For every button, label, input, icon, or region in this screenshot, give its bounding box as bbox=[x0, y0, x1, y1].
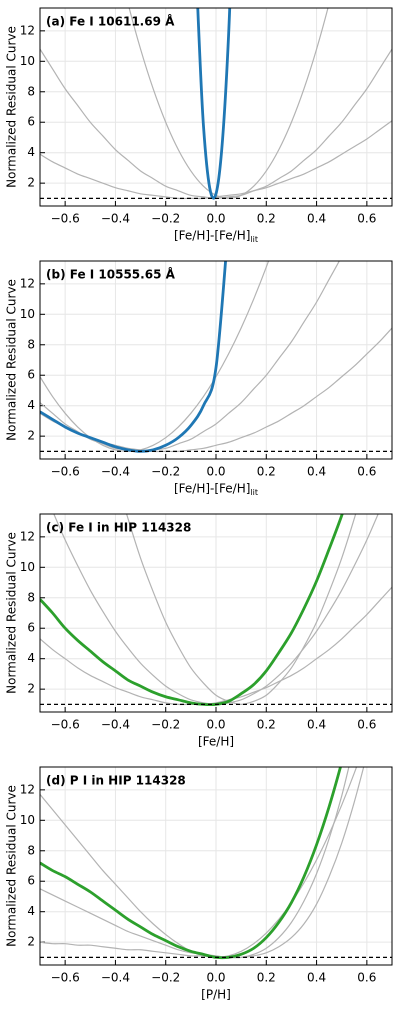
x-axis-label: [Fe/H]-[Fe/H]lit bbox=[174, 229, 258, 244]
y-axis-label: Normalized Residual Curve bbox=[5, 279, 19, 441]
y-tick-label: 4 bbox=[27, 145, 35, 159]
x-tick-label: −0.4 bbox=[101, 718, 130, 732]
y-tick-label: 8 bbox=[27, 337, 35, 351]
y-tick-label: 2 bbox=[27, 429, 35, 443]
x-tick-label: −0.4 bbox=[101, 971, 130, 985]
x-tick-label: 0.6 bbox=[357, 465, 376, 479]
x-tick-label: −0.6 bbox=[51, 971, 80, 985]
y-tick-label: 4 bbox=[27, 398, 35, 412]
curve bbox=[40, 767, 365, 959]
y-axis-label: Normalized Residual Curve bbox=[5, 785, 19, 947]
x-tick-label: 0.6 bbox=[357, 718, 376, 732]
curve bbox=[40, 767, 358, 958]
x-tick-label: 0.0 bbox=[206, 718, 225, 732]
curve bbox=[40, 586, 392, 706]
x-tick-label: 0.0 bbox=[206, 971, 225, 985]
y-tick-label: 8 bbox=[27, 843, 35, 857]
plot-frame bbox=[39, 260, 393, 460]
x-tick-label: −0.4 bbox=[101, 212, 130, 226]
curve bbox=[40, 261, 270, 452]
panel-title: (a) Fe I 10611.69 Å bbox=[46, 14, 175, 29]
curve bbox=[40, 514, 344, 707]
x-axis-label-sub: lit bbox=[250, 488, 258, 497]
y-tick-label: 12 bbox=[20, 529, 35, 543]
y-tick-label: 8 bbox=[27, 84, 35, 98]
x-tick-label: 0.0 bbox=[206, 212, 225, 226]
x-axis-label: [Fe/H] bbox=[198, 735, 234, 749]
x-tick-label: −0.2 bbox=[151, 465, 180, 479]
x-tick-label: 0.2 bbox=[257, 971, 276, 985]
x-tick-label: −0.2 bbox=[151, 212, 180, 226]
y-tick-label: 10 bbox=[20, 307, 35, 321]
x-tick-label: 0.4 bbox=[307, 971, 326, 985]
x-tick-label: −0.2 bbox=[151, 971, 180, 985]
x-tick-label: 0.6 bbox=[357, 971, 376, 985]
x-tick-label: 0.4 bbox=[307, 465, 326, 479]
x-tick-label: 0.4 bbox=[307, 718, 326, 732]
x-tick-label: 0.2 bbox=[257, 465, 276, 479]
y-tick-label: 10 bbox=[20, 54, 35, 68]
y-tick-label: 12 bbox=[20, 23, 35, 37]
x-tick-label: 0.6 bbox=[357, 212, 376, 226]
x-axis-label-sub: lit bbox=[250, 235, 258, 244]
y-tick-label: 6 bbox=[27, 115, 35, 129]
y-tick-label: 8 bbox=[27, 590, 35, 604]
curve bbox=[125, 514, 357, 705]
y-axis-label: Normalized Residual Curve bbox=[5, 532, 19, 694]
curve bbox=[40, 261, 340, 452]
y-tick-label: 6 bbox=[27, 874, 35, 888]
curve bbox=[196, 8, 232, 200]
y-tick-label: 2 bbox=[27, 682, 35, 696]
x-tick-label: 0.2 bbox=[257, 212, 276, 226]
x-tick-label: 0.4 bbox=[307, 212, 326, 226]
x-tick-label: −0.6 bbox=[51, 465, 80, 479]
y-axis-label: Normalized Residual Curve bbox=[5, 26, 19, 188]
y-tick-label: 2 bbox=[27, 935, 35, 949]
x-tick-label: 0.0 bbox=[206, 465, 225, 479]
plot-frame bbox=[39, 7, 393, 207]
y-tick-label: 4 bbox=[27, 904, 35, 918]
y-tick-label: 4 bbox=[27, 651, 35, 665]
x-axis-label: [Fe/H]-[Fe/H]lit bbox=[174, 482, 258, 497]
y-tick-label: 2 bbox=[27, 176, 35, 190]
curve bbox=[40, 767, 342, 960]
x-axis-label: [P/H] bbox=[201, 988, 231, 1002]
plot-area bbox=[40, 767, 365, 960]
plot-frame bbox=[39, 766, 393, 966]
y-tick-label: 6 bbox=[27, 621, 35, 635]
x-tick-label: −0.6 bbox=[51, 212, 80, 226]
y-tick-label: 10 bbox=[20, 813, 35, 827]
plot-frame bbox=[39, 513, 393, 713]
panel-title: (b) Fe I 10555.65 Å bbox=[46, 267, 176, 282]
panel-title: (d) P I in HIP 114328 bbox=[46, 774, 186, 788]
curve bbox=[128, 8, 329, 199]
y-tick-label: 12 bbox=[20, 782, 35, 796]
panel-title: (c) Fe I in HIP 114328 bbox=[46, 521, 191, 535]
x-tick-label: −0.2 bbox=[151, 718, 180, 732]
y-tick-label: 6 bbox=[27, 368, 35, 382]
x-tick-label: 0.2 bbox=[257, 718, 276, 732]
y-tick-label: 12 bbox=[20, 276, 35, 290]
x-tick-label: −0.6 bbox=[51, 718, 80, 732]
x-tick-label: −0.4 bbox=[101, 465, 130, 479]
y-tick-label: 10 bbox=[20, 560, 35, 574]
